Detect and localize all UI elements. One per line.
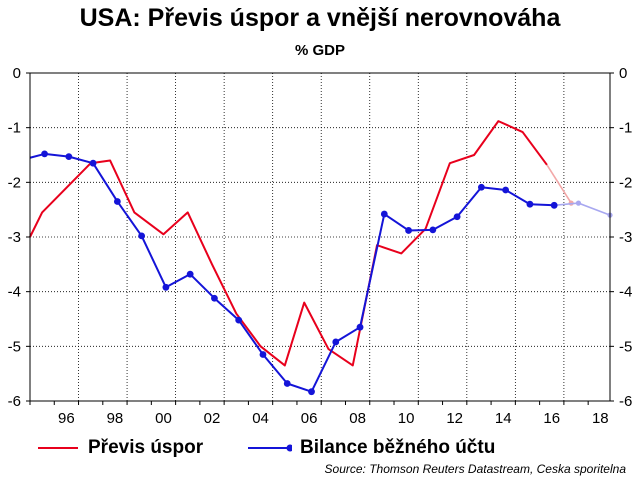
- y-tick-label-right: -5: [619, 338, 632, 355]
- series-point-1: [65, 153, 73, 161]
- source-note: Source: Thomson Reuters Datastream, Cesk…: [324, 462, 626, 476]
- x-tick-label: 14: [495, 410, 512, 427]
- legend-label-savings: Převis úspor: [88, 437, 204, 458]
- series-point-1: [526, 200, 534, 208]
- series-point-1: [113, 198, 121, 205]
- x-tick-label: 06: [301, 410, 318, 427]
- forecast-line: [554, 202, 611, 216]
- forecast-point: [575, 200, 582, 206]
- series-point-1: [41, 150, 48, 158]
- x-tick-label: 96: [58, 410, 75, 427]
- series-point-1: [259, 351, 267, 358]
- y-tick-label-right: -3: [619, 229, 632, 246]
- series-point-1: [380, 210, 388, 218]
- series-point-1: [308, 388, 315, 396]
- series-point-1: [453, 213, 461, 221]
- series-layer: [29, 120, 613, 396]
- y-tick-label-left: -4: [8, 284, 21, 301]
- current-account-legend-swatch: [248, 444, 292, 452]
- series-point-1: [502, 186, 510, 194]
- legend-item-savings: Převis úspor: [36, 436, 203, 460]
- x-tick-label: 16: [543, 410, 560, 427]
- series-point-1: [211, 294, 218, 302]
- series-point-1: [550, 201, 558, 209]
- y-tick-label-left: -3: [8, 229, 21, 246]
- y-tick-label-left: -5: [8, 338, 21, 355]
- y-tick-label-left: -1: [8, 120, 21, 137]
- y-tick-label-right: -6: [619, 393, 632, 410]
- series-point-1: [138, 232, 146, 240]
- x-tick-label: 04: [252, 410, 269, 427]
- series-line-0: [29, 120, 548, 367]
- series-point-1: [429, 226, 437, 234]
- series-point-1: [477, 183, 485, 191]
- x-tick-label: 00: [155, 410, 172, 427]
- series-point-1: [356, 323, 364, 331]
- series-point-1: [89, 159, 97, 167]
- savings-legend-swatch: [38, 447, 78, 449]
- y-tick-label-right: -2: [619, 174, 632, 191]
- series-point-1: [332, 338, 340, 346]
- y-tick-label-left: -2: [8, 174, 21, 191]
- chart-subtitle: % GDP: [294, 42, 345, 59]
- series-point-1: [405, 227, 412, 234]
- forecast-line: [546, 164, 572, 204]
- series-point-1: [235, 316, 243, 324]
- series-point-1: [283, 380, 291, 387]
- x-tick-label: 98: [107, 410, 124, 427]
- x-tick-label: 10: [398, 410, 415, 427]
- legend-label-current-account: Bilance běžného účtu: [300, 437, 496, 458]
- tick-layer: 0 0-1 -1-2 -2-3 -3-4 -4-5 -5-6 -696 98 00 02 04 06 08…: [8, 65, 633, 427]
- y-tick-label-left: 0: [13, 65, 21, 82]
- y-tick-label-right: 0: [619, 65, 627, 82]
- y-tick-label-left: -6: [8, 393, 21, 410]
- x-tick-label: 02: [204, 410, 221, 427]
- series-point-1: [186, 270, 194, 278]
- series-point-1: [162, 283, 170, 291]
- x-tick-label: 18: [592, 410, 609, 427]
- grid: [30, 73, 610, 401]
- legend-item-current-account: Bilance běžného účtu: [246, 436, 495, 460]
- x-tick-label: 12: [446, 410, 463, 427]
- y-tick-label-right: -4: [619, 284, 632, 301]
- series-line-1: [29, 152, 555, 393]
- x-tick-label: 08: [349, 410, 366, 427]
- chart-title: USA: Převis úspor a vnější nerovnováha: [79, 4, 561, 32]
- y-tick-label-right: -1: [619, 120, 632, 137]
